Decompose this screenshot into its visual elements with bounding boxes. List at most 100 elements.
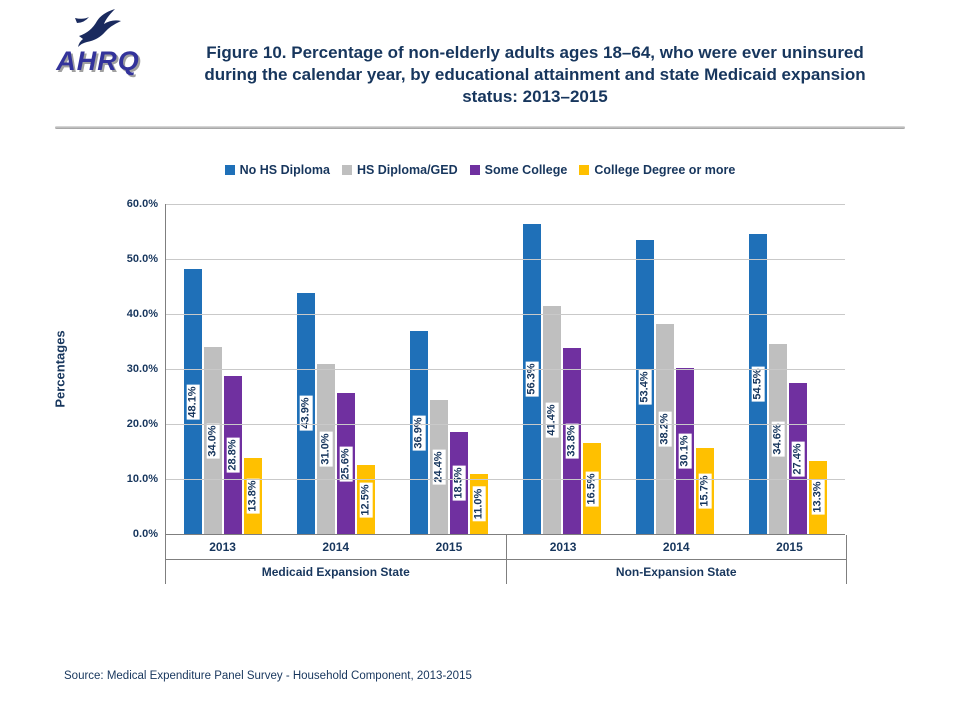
bar-value-label: 53.4% (638, 369, 652, 405)
bar: 56.3% (523, 224, 542, 534)
bar: 43.9% (296, 292, 315, 534)
year-label: 2014 (662, 540, 690, 554)
bar: 25.6% (336, 393, 355, 534)
gridline (166, 203, 845, 205)
legend-item: College Degree or more (579, 163, 735, 177)
bar: 24.4% (429, 399, 448, 534)
year-label: 2013 (209, 540, 236, 554)
y-axis-label: Percentages (52, 330, 68, 408)
legend-label: No HS Diploma (239, 163, 330, 177)
bar-value-label: 13.8% (246, 478, 259, 514)
bar: 13.3% (809, 460, 828, 534)
bar: 15.7% (696, 447, 715, 534)
bar-value-label: 18.5% (452, 465, 466, 501)
bar-value-label: 28.8% (226, 437, 239, 473)
year-label: 2015 (435, 540, 463, 554)
legend-swatch-icon (469, 165, 480, 175)
y-tick-label: 30.0% (126, 363, 158, 375)
gridline (166, 313, 845, 315)
bar-group: 48.1% 34.0% 28.8% 13.8% 43.9% 31.0% 25.6% 12.5%… (166, 204, 506, 534)
bar-value-label: 48.1% (186, 384, 199, 420)
bar: 11.0% (469, 473, 488, 534)
bar: 41.4% (543, 306, 562, 534)
bar-value-label: 34.6% (772, 421, 785, 457)
bar: 48.1% (183, 269, 202, 534)
y-tick-label: 10.0% (126, 473, 158, 485)
bar-value-label: 36.9% (412, 414, 426, 451)
bar: 36.9% (409, 331, 428, 534)
legend-swatch-icon (579, 165, 590, 175)
bar: 13.8% (243, 458, 262, 534)
bar-value-label: 34.0% (206, 422, 219, 459)
group-label: Medicaid Expansion State (166, 560, 507, 584)
legend-item: Some College (469, 163, 568, 177)
year-label: 2014 (322, 540, 350, 554)
bar: 53.4% (636, 240, 655, 534)
bar: 54.5% (749, 234, 768, 534)
category-axis: 2013 2014 2015 2013 2014 2015 (165, 535, 847, 560)
legend-swatch-icon (341, 165, 352, 175)
legend-label: Some College (484, 163, 568, 177)
bar: 12.5% (356, 465, 375, 534)
gridline (166, 423, 845, 425)
bar: 31.0% (316, 363, 335, 534)
bar-value-label: 16.5% (585, 471, 599, 507)
bar: 33.8% (563, 348, 582, 534)
bar-value-label: 33.8% (565, 423, 579, 459)
bar-value-label: 41.4% (545, 402, 559, 438)
bar-value-label: 38.2% (658, 411, 672, 447)
bar: 34.0% (203, 347, 222, 534)
y-tick-label: 20.0% (126, 418, 158, 430)
bar: 30.1% (676, 368, 695, 534)
page-title: Figure 10. Percentage of non-elderly adu… (204, 43, 866, 107)
bar-cluster: 43.9% 31.0% 25.6% 12.5% (279, 204, 392, 534)
legend-swatch-icon (224, 165, 235, 175)
category-axis-group: 2013 2014 2015 (507, 535, 847, 559)
legend: No HS Diploma HS Diploma/GED Some College C… (0, 162, 960, 178)
category-axis-group: 2013 2014 2015 (166, 535, 507, 559)
bar-value-label: 31.0% (319, 431, 333, 467)
bar-value-label: 12.5% (359, 482, 373, 518)
legend-item: No HS Diploma (224, 163, 330, 177)
bar-value-label: 11.0% (472, 486, 486, 522)
bar: 16.5% (583, 443, 602, 534)
ahrq-logo-text: AHRQ (56, 46, 140, 76)
bar: 27.4% (789, 383, 808, 534)
bar-value-label: 43.9% (299, 395, 313, 431)
group-label: Non-Expansion State (615, 565, 737, 579)
gridline (166, 258, 845, 260)
y-tick-label: 0.0% (132, 528, 158, 540)
y-tick-label: 50.0% (126, 253, 158, 265)
legend-label: College Degree or more (594, 163, 736, 177)
gridline (166, 478, 845, 480)
y-tick-label: 40.0% (126, 308, 158, 320)
plot-wrap: 48.1% 34.0% 28.8% 13.8% 43.9% 31.0% 25.6% 12.5%… (127, 198, 845, 540)
bar-value-label: 30.1% (678, 433, 692, 469)
bar: 28.8% (223, 375, 242, 534)
header: AHRQ Figure 10. Percentage of non-elderl… (0, 0, 960, 132)
legend-item: HS Diploma/GED (341, 163, 458, 177)
chart: Percentages 48.1% 34.0% 28.8% 13.8% 43.9% 31.… (0, 198, 960, 584)
legend-label: HS Diploma/GED (356, 163, 458, 177)
bar-cluster: 48.1% 34.0% 28.8% 13.8% (166, 204, 279, 534)
ahrq-logo: AHRQ (40, 4, 156, 75)
bar-cluster: 36.9% 24.4% 18.5% 11.0% (392, 204, 505, 534)
gridline (166, 368, 845, 370)
group-axis: Medicaid Expansion State Non-Expansion St… (165, 560, 847, 584)
bar-value-label: 54.5% (752, 366, 765, 402)
bar-value-label: 56.3% (525, 361, 539, 397)
header-divider (55, 126, 905, 129)
plot-area: 48.1% 34.0% 28.8% 13.8% 43.9% 31.0% 25.6% 12.5%… (127, 198, 845, 540)
source-text: Source: Medical Expenditure Panel Survey… (64, 670, 472, 682)
bar: 34.6% (769, 343, 788, 534)
hhs-eagle-icon (75, 9, 121, 47)
bar-value-label: 13.3% (812, 479, 825, 516)
bar-value-label: 27.4% (792, 441, 805, 477)
bar: 18.5% (449, 432, 468, 534)
year-label: 2015 (776, 540, 803, 554)
year-label: 2013 (549, 540, 577, 554)
y-tick-label: 60.0% (126, 198, 158, 210)
bar: 38.2% (656, 323, 675, 534)
bar-cluster: 56.3% 41.4% 33.8% 16.5% (506, 204, 619, 534)
